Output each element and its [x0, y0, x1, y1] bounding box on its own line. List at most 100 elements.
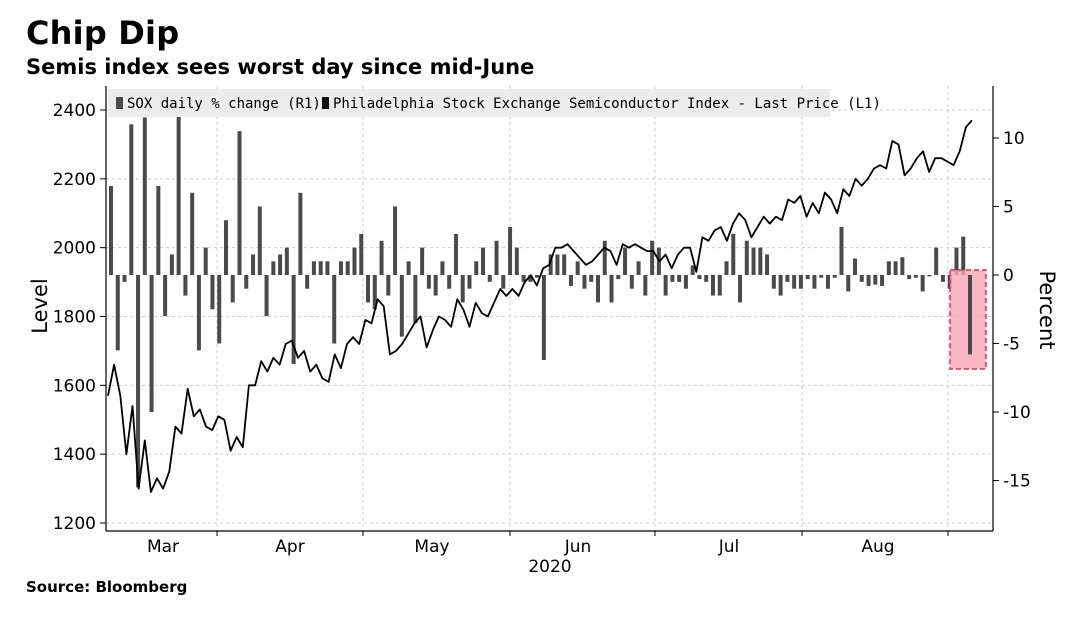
bar — [623, 247, 628, 275]
bar — [176, 103, 181, 275]
y-right-tick-label: -10 — [1003, 403, 1031, 423]
bar — [413, 275, 418, 323]
bar — [406, 261, 411, 275]
y-right-tick-label: -15 — [1003, 472, 1031, 492]
bar — [792, 275, 797, 289]
bar — [420, 247, 425, 275]
bar — [643, 275, 648, 296]
bar — [284, 247, 289, 275]
bar — [298, 192, 303, 275]
bar — [602, 240, 607, 275]
bar — [453, 233, 458, 275]
y-left-tick-label: 2400 — [53, 101, 96, 121]
bar — [677, 275, 682, 282]
bar — [704, 275, 709, 282]
bar — [751, 247, 756, 275]
legend-background — [108, 89, 830, 117]
bar — [366, 275, 371, 303]
bar — [467, 275, 472, 289]
bar — [819, 275, 824, 278]
x-tick-label-aug: Aug — [861, 537, 894, 557]
bar — [548, 254, 553, 275]
bar — [359, 233, 364, 275]
bar — [758, 247, 763, 275]
bar — [372, 275, 377, 310]
bar — [474, 261, 479, 275]
bar — [927, 275, 932, 277]
y-right-tick-label: -5 — [1003, 335, 1020, 355]
bar — [690, 265, 695, 275]
bar — [609, 275, 614, 303]
bar — [291, 275, 296, 365]
bar — [893, 261, 898, 275]
bar — [683, 275, 688, 289]
y-left-tick-label: 1200 — [53, 514, 96, 534]
bar — [697, 275, 702, 280]
bar — [873, 275, 878, 285]
bar — [447, 275, 452, 289]
y-left-tick-label: 2000 — [53, 239, 96, 259]
bar — [575, 261, 580, 275]
bar — [264, 275, 269, 317]
bar — [866, 275, 871, 286]
bar — [332, 275, 337, 344]
bar — [961, 236, 966, 275]
bar — [433, 275, 438, 296]
bar — [528, 275, 533, 282]
bar — [305, 275, 310, 289]
y-axis-right-label: Percent — [1035, 270, 1059, 349]
bar — [595, 275, 600, 303]
bar — [812, 275, 817, 289]
legend-swatch-1 — [322, 97, 329, 109]
bar — [535, 275, 540, 278]
x-tick-label-mar: Mar — [147, 537, 179, 557]
bar — [636, 261, 641, 275]
x-tick-label-jul: Jul — [718, 537, 740, 557]
line-series — [107, 119, 973, 493]
bar — [521, 275, 526, 282]
bar — [778, 275, 783, 296]
bar — [223, 220, 228, 275]
bar — [710, 275, 715, 296]
bar — [190, 192, 195, 275]
bar — [940, 275, 945, 282]
y-left-tick-label: 1600 — [53, 376, 96, 396]
bar — [318, 261, 323, 275]
bar — [115, 275, 120, 351]
bar — [440, 261, 445, 275]
bar — [237, 131, 242, 275]
bar — [798, 275, 803, 289]
y-right-tick-label: 0 — [1003, 266, 1014, 286]
x-tick-label-apr: Apr — [275, 537, 304, 557]
bar — [846, 275, 851, 292]
bar — [853, 258, 858, 275]
bar — [122, 275, 127, 282]
bar — [311, 261, 316, 275]
bar — [765, 254, 770, 275]
bar — [562, 254, 567, 275]
legend-label-1: Philadelphia Stock Exchange Semiconducto… — [333, 96, 881, 112]
bar — [136, 275, 141, 488]
bar — [900, 257, 905, 275]
legend-swatch-0 — [116, 97, 123, 109]
bar — [230, 275, 235, 303]
bar — [920, 275, 925, 292]
bar — [508, 227, 513, 275]
bar — [731, 233, 736, 275]
bar — [257, 206, 262, 275]
price-line — [107, 119, 973, 493]
bar — [650, 240, 655, 275]
y-left-tick-label: 2200 — [53, 170, 96, 190]
bar — [352, 247, 357, 275]
bar — [379, 240, 384, 275]
bar — [724, 261, 729, 275]
y-left-tick-label: 1800 — [53, 308, 96, 328]
bar — [514, 247, 519, 275]
gridlines — [106, 86, 993, 531]
bar — [771, 275, 776, 289]
bar — [142, 117, 147, 275]
source-note: Source: Bloomberg — [26, 578, 188, 596]
bar — [399, 275, 404, 337]
bar — [494, 240, 499, 275]
bar — [325, 261, 330, 275]
